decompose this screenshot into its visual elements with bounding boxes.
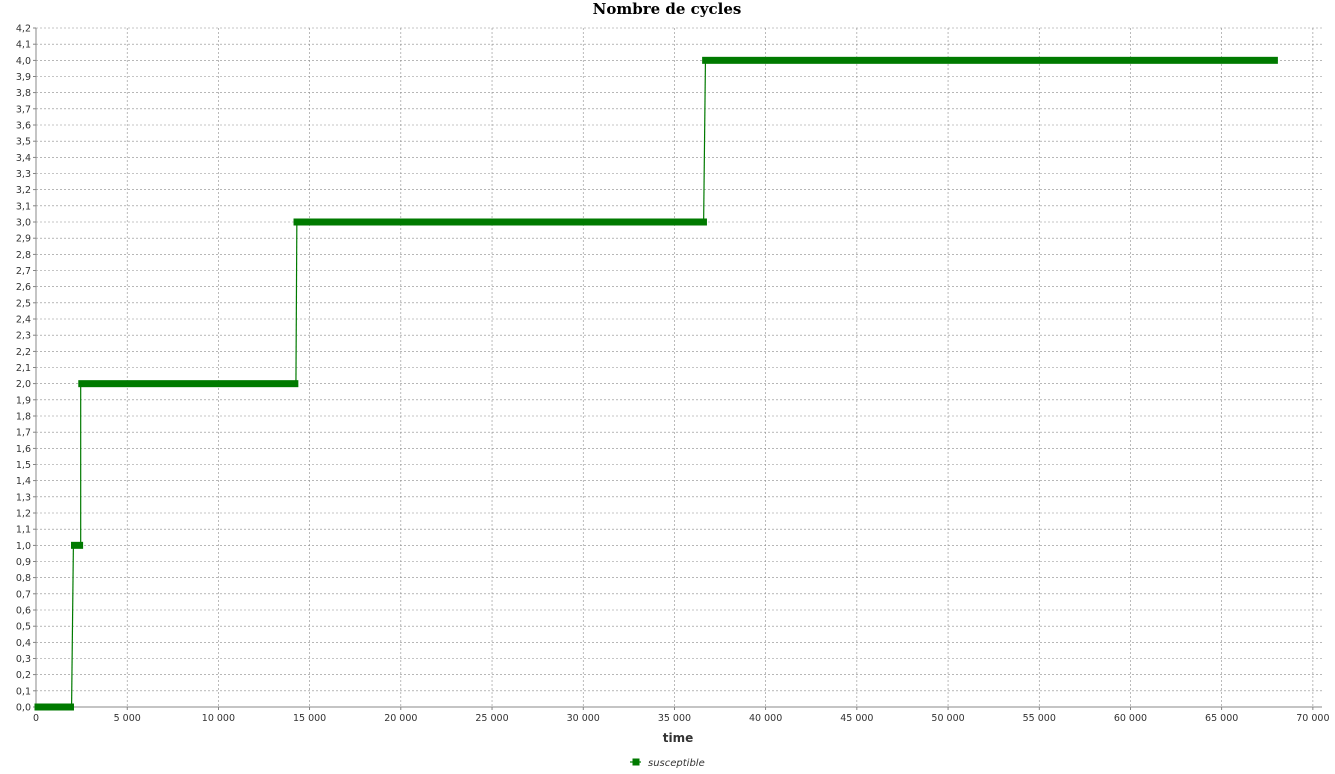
- y-tick-label: 1,9: [16, 395, 31, 406]
- chart-title: Nombre de cycles: [593, 0, 742, 18]
- y-tick-label: 2,1: [16, 363, 31, 374]
- series-segment: [78, 380, 299, 388]
- series-segment: [293, 218, 707, 226]
- y-tick-label: 2,8: [16, 250, 31, 261]
- y-tick-label: 2,9: [16, 234, 31, 245]
- y-tick-label: 3,0: [16, 218, 31, 229]
- x-tick-label: 25 000: [475, 713, 508, 724]
- series-segment: [34, 703, 74, 711]
- y-tick-label: 0,2: [16, 670, 31, 681]
- y-tick-label: 1,8: [16, 412, 31, 423]
- legend-marker: [632, 758, 640, 766]
- y-tick-label: 2,6: [16, 282, 31, 293]
- y-tick-label: 1,5: [16, 460, 31, 471]
- series-layer: [34, 56, 1278, 711]
- x-tick-label: 65 000: [1205, 713, 1238, 724]
- y-tick-label: 3,9: [16, 72, 31, 83]
- axes: 0,0 0,1 0,2 0,3 0,4 0,5 0,6 0,7 0,8 0,9 1,0 1,1 1,2 1…: [16, 24, 1330, 725]
- y-tick-label: 0,0: [16, 703, 31, 714]
- x-tick-label: 0: [33, 713, 39, 724]
- y-tick-label: 0,7: [16, 589, 31, 600]
- x-tick-label: 45 000: [840, 713, 873, 724]
- y-tick-label: 1,4: [16, 476, 31, 487]
- y-tick-label: 3,6: [16, 121, 31, 132]
- y-tick-label: 0,8: [16, 573, 31, 584]
- series-segment: [702, 56, 1278, 64]
- x-tick-label: 20 000: [384, 713, 417, 724]
- y-tick-label: 3,4: [16, 153, 31, 164]
- y-tick-label: 0,9: [16, 557, 31, 568]
- y-tick-label: 0,5: [16, 622, 31, 633]
- y-tick-label: 1,1: [16, 525, 31, 536]
- y-tick-label: 4,1: [16, 40, 31, 51]
- y-tick-label: 1,6: [16, 444, 31, 455]
- series-transition-line: [703, 60, 707, 223]
- y-tick-label: 1,7: [16, 428, 31, 439]
- x-tick-label: 15 000: [293, 713, 326, 724]
- y-tick-label: 2,4: [16, 315, 31, 326]
- x-tick-label: 30 000: [567, 713, 600, 724]
- y-tick-label: 0,3: [16, 654, 31, 665]
- x-tick-label: 40 000: [749, 713, 782, 724]
- y-tick-label: 3,5: [16, 137, 31, 148]
- y-tick-label: 3,7: [16, 104, 31, 115]
- series-segment: [70, 541, 84, 549]
- x-tick-label: 60 000: [1114, 713, 1147, 724]
- x-tick-label: 35 000: [658, 713, 691, 724]
- x-tick-label: 5 000: [114, 713, 141, 724]
- y-tick-label: 3,2: [16, 185, 31, 196]
- y-tick-label: 1,3: [16, 492, 31, 503]
- series-transition-line: [70, 545, 74, 708]
- y-tick-label: 1,2: [16, 509, 31, 520]
- y-tick-label: 3,1: [16, 201, 31, 212]
- x-tick-label: 10 000: [202, 713, 235, 724]
- y-tick-label: 2,7: [16, 266, 31, 277]
- x-tick-label: 70 000: [1296, 713, 1329, 724]
- plot-background: [36, 28, 1322, 707]
- y-tick-label: 4,2: [16, 24, 31, 35]
- x-tick-label: 50 000: [931, 713, 964, 724]
- x-tick-label: 55 000: [1023, 713, 1056, 724]
- legend-label: susceptible: [648, 758, 705, 769]
- y-tick-label: 0,4: [16, 638, 31, 649]
- y-tick-label: 2,5: [16, 298, 31, 309]
- y-tick-label: 3,8: [16, 88, 31, 99]
- y-tick-label: 2,0: [16, 379, 31, 390]
- legend: susceptible: [630, 758, 705, 769]
- series-transition-line: [295, 221, 298, 384]
- y-tick-label: 2,2: [16, 347, 31, 358]
- y-tick-label: 1,0: [16, 541, 31, 552]
- y-tick-label: 0,6: [16, 606, 31, 617]
- x-axis-label: time: [663, 731, 694, 745]
- y-tick-label: 3,3: [16, 169, 31, 180]
- y-tick-label: 2,3: [16, 331, 31, 342]
- grid: [35, 27, 1322, 708]
- y-tick-label: 0,1: [16, 686, 31, 697]
- y-tick-label: 4,0: [16, 56, 31, 67]
